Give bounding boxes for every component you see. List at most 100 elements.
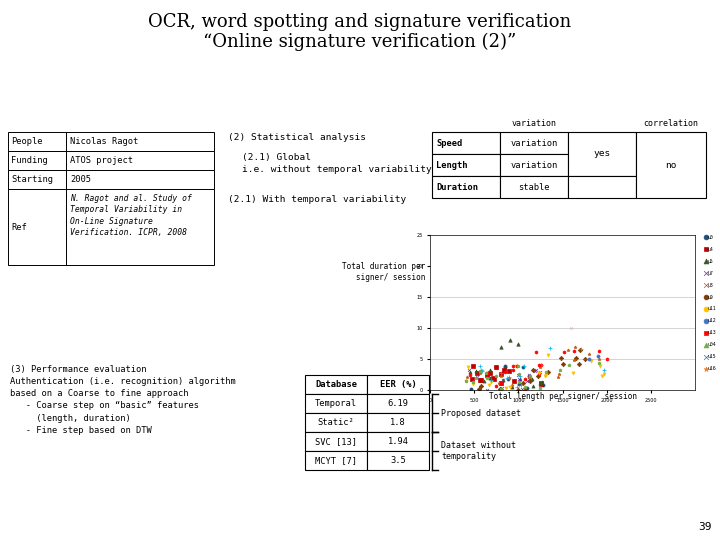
Point xyxy=(513,375,525,384)
Point xyxy=(485,376,497,384)
Text: Speed: Speed xyxy=(436,138,462,147)
Text: (2.1) With temporal variability: (2.1) With temporal variability xyxy=(228,195,406,204)
Text: u0: u0 xyxy=(708,235,714,240)
Point xyxy=(532,372,544,381)
Point xyxy=(598,370,610,379)
Point xyxy=(700,269,711,278)
Point xyxy=(592,352,603,360)
Point xyxy=(490,372,502,380)
Text: Starting: Starting xyxy=(11,175,53,184)
Point xyxy=(523,373,534,381)
Point xyxy=(533,369,544,378)
Text: 1.8: 1.8 xyxy=(390,418,406,427)
Point xyxy=(507,382,518,391)
Point xyxy=(495,379,506,387)
Point xyxy=(554,370,565,379)
Point xyxy=(564,361,575,369)
Text: Dataset without
temporality: Dataset without temporality xyxy=(441,441,516,461)
Point xyxy=(700,305,711,313)
FancyBboxPatch shape xyxy=(500,154,568,176)
Point xyxy=(513,386,524,394)
Text: u4: u4 xyxy=(708,247,714,252)
Point xyxy=(511,382,523,391)
Text: variation: variation xyxy=(511,119,557,128)
Point xyxy=(534,368,545,377)
Point xyxy=(534,361,545,369)
Point xyxy=(515,372,526,380)
Point xyxy=(530,366,541,374)
Point xyxy=(700,233,711,242)
FancyBboxPatch shape xyxy=(568,132,636,176)
FancyBboxPatch shape xyxy=(305,375,367,394)
Point xyxy=(700,340,711,349)
Text: Total length per signer/ session: Total length per signer/ session xyxy=(489,392,637,401)
Point xyxy=(521,384,533,393)
Text: u16: u16 xyxy=(708,366,716,371)
Point xyxy=(535,378,546,387)
Point xyxy=(523,371,535,380)
Point xyxy=(467,375,478,383)
Point xyxy=(460,376,472,385)
Point xyxy=(534,383,546,392)
Point xyxy=(535,361,546,370)
FancyBboxPatch shape xyxy=(568,176,636,198)
Text: (2) Statistical analysis: (2) Statistical analysis xyxy=(228,133,366,142)
Point xyxy=(461,377,472,386)
Text: variation: variation xyxy=(510,160,557,170)
Point xyxy=(524,372,536,380)
Point xyxy=(593,355,605,363)
Point xyxy=(510,361,522,370)
Point xyxy=(478,377,490,386)
Point xyxy=(512,361,523,370)
Point xyxy=(473,384,485,393)
Point xyxy=(527,366,539,374)
Text: 3.5: 3.5 xyxy=(390,456,406,465)
Point xyxy=(535,361,546,370)
Point xyxy=(526,375,538,383)
Point xyxy=(516,384,528,393)
Point xyxy=(505,383,516,391)
Point xyxy=(573,360,585,369)
Point xyxy=(480,369,492,377)
FancyBboxPatch shape xyxy=(8,189,66,265)
Point xyxy=(515,381,526,389)
Point xyxy=(464,367,475,376)
Point xyxy=(495,372,507,381)
Point xyxy=(483,381,495,390)
Text: MCYT [7]: MCYT [7] xyxy=(315,456,357,465)
Point xyxy=(601,354,613,363)
Point xyxy=(508,366,519,374)
Point xyxy=(475,382,487,390)
Point xyxy=(485,377,497,386)
Point xyxy=(481,371,492,380)
Point xyxy=(569,356,580,364)
Point xyxy=(508,377,520,386)
FancyBboxPatch shape xyxy=(305,394,367,413)
Point xyxy=(488,375,500,383)
Point xyxy=(523,374,534,383)
Point xyxy=(474,367,486,375)
Text: 2005: 2005 xyxy=(70,175,91,184)
Point xyxy=(519,383,531,391)
Point xyxy=(536,377,548,386)
Point xyxy=(503,373,515,382)
Point xyxy=(593,359,605,368)
Text: Temporal: Temporal xyxy=(315,399,357,408)
Point xyxy=(507,362,518,370)
Point xyxy=(503,366,515,375)
Point xyxy=(495,369,507,377)
Text: no: no xyxy=(665,160,677,170)
Point xyxy=(490,382,502,390)
Point xyxy=(498,375,509,384)
Text: OCR, word spotting and signature verification: OCR, word spotting and signature verific… xyxy=(148,13,572,31)
Point xyxy=(524,374,536,382)
Text: Nicolas Ragot: Nicolas Ragot xyxy=(70,137,138,146)
Point xyxy=(503,374,514,382)
Text: Length: Length xyxy=(436,160,467,170)
Point xyxy=(554,365,566,374)
Point xyxy=(521,377,533,386)
Text: Ref: Ref xyxy=(11,222,27,232)
FancyBboxPatch shape xyxy=(500,132,568,154)
Point xyxy=(492,379,504,388)
Point xyxy=(552,372,564,381)
